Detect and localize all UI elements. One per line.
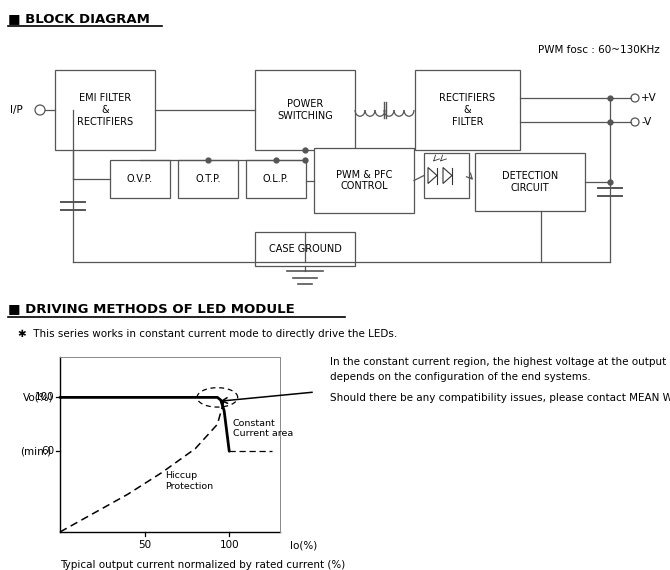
Text: RECTIFIERS
&
FILTER: RECTIFIERS & FILTER xyxy=(440,93,496,127)
Text: EMI FILTER
&
RECTIFIERS: EMI FILTER & RECTIFIERS xyxy=(77,93,133,127)
Text: 100: 100 xyxy=(34,392,54,402)
Text: Io(%): Io(%) xyxy=(290,540,318,550)
Text: ■ DRIVING METHODS OF LED MODULE: ■ DRIVING METHODS OF LED MODULE xyxy=(8,302,295,315)
Text: PWM & PFC
CONTROL: PWM & PFC CONTROL xyxy=(336,170,392,192)
Bar xyxy=(475,153,585,211)
Text: Hiccup
Protection: Hiccup Protection xyxy=(165,471,213,491)
Bar xyxy=(246,160,306,198)
Bar xyxy=(314,148,414,213)
Bar xyxy=(255,70,355,150)
Text: Constant
Current area: Constant Current area xyxy=(232,418,293,438)
Text: Should there be any compatibility issues, please contact MEAN WELL.: Should there be any compatibility issues… xyxy=(330,393,670,403)
Bar xyxy=(178,160,238,198)
Bar xyxy=(424,153,469,198)
Text: O.V.P.: O.V.P. xyxy=(127,174,153,184)
Text: Typical output current normalized by rated current (%): Typical output current normalized by rat… xyxy=(60,560,345,570)
Text: O.T.P.: O.T.P. xyxy=(195,174,220,184)
Bar xyxy=(55,70,155,150)
Bar xyxy=(110,160,170,198)
Text: O.L.P.: O.L.P. xyxy=(263,174,289,184)
Text: Vo(%): Vo(%) xyxy=(23,392,54,402)
Text: (min.): (min.) xyxy=(21,446,52,456)
Text: 60: 60 xyxy=(41,446,54,456)
Text: PWM fosc : 60~130KHz: PWM fosc : 60~130KHz xyxy=(538,45,660,55)
Text: ✱  This series works in constant current mode to directly drive the LEDs.: ✱ This series works in constant current … xyxy=(18,329,397,339)
Text: -V: -V xyxy=(641,117,651,127)
Text: depends on the configuration of the end systems.: depends on the configuration of the end … xyxy=(330,372,591,382)
Text: CASE GROUND: CASE GROUND xyxy=(269,244,342,254)
Text: 50: 50 xyxy=(138,540,151,550)
Bar xyxy=(415,70,520,150)
Text: In the constant current region, the highest voltage at the output of the driver: In the constant current region, the high… xyxy=(330,357,670,367)
Text: 100: 100 xyxy=(219,540,239,550)
Text: DETECTION
CIRCUIT: DETECTION CIRCUIT xyxy=(502,171,558,193)
Text: I/P: I/P xyxy=(10,105,23,115)
Text: +V: +V xyxy=(641,93,657,103)
Text: ■ BLOCK DIAGRAM: ■ BLOCK DIAGRAM xyxy=(8,12,150,25)
Bar xyxy=(255,232,355,266)
Text: POWER
SWITCHING: POWER SWITCHING xyxy=(277,99,333,121)
